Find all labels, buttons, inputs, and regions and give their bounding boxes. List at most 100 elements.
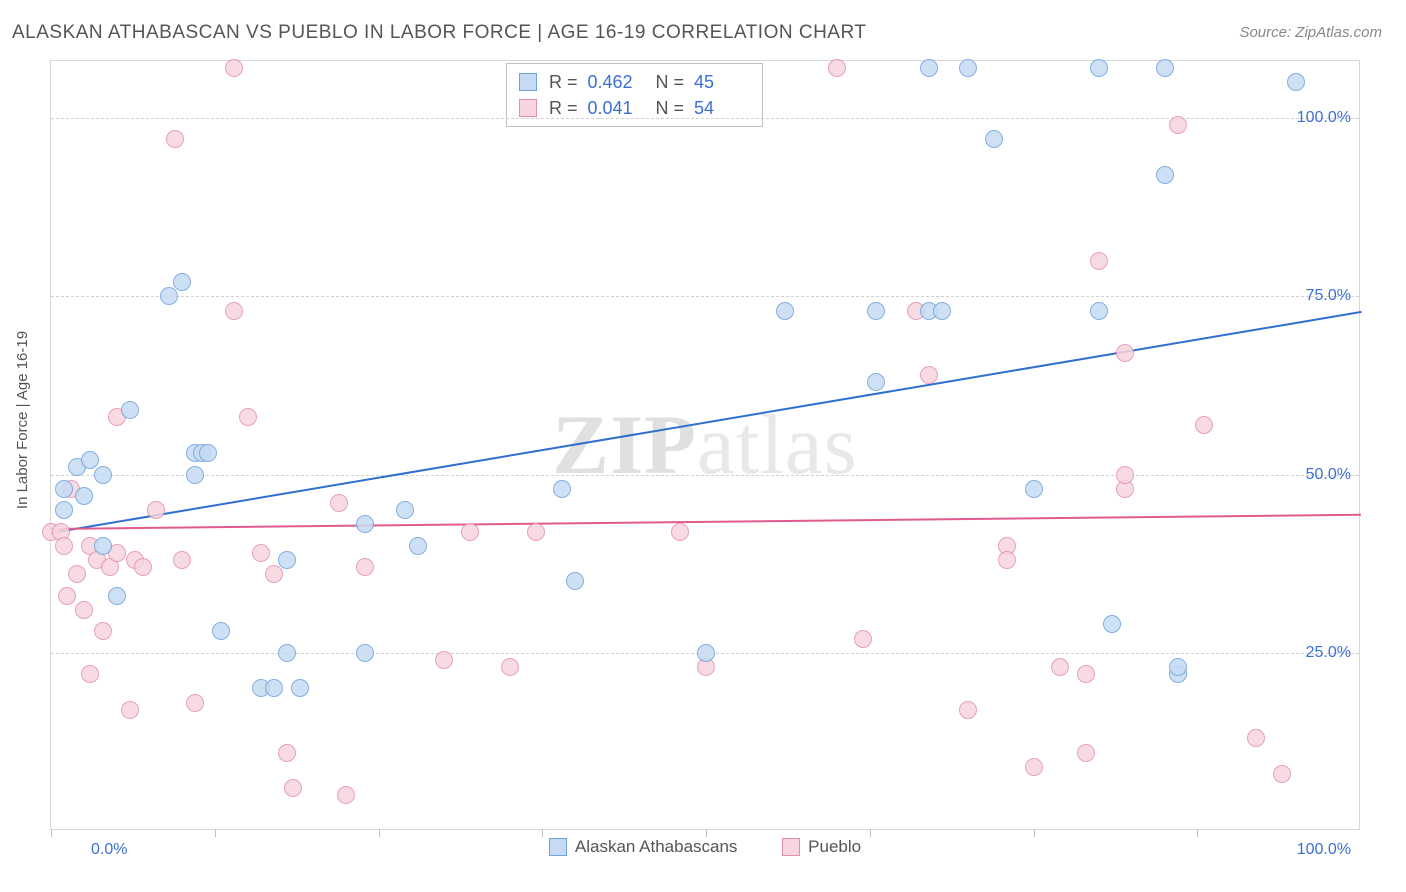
gridline xyxy=(51,118,1359,119)
scatter-point xyxy=(134,558,152,576)
scatter-point xyxy=(121,401,139,419)
scatter-point xyxy=(985,130,1003,148)
swatch-icon xyxy=(782,838,800,856)
y-tick-label: 25.0% xyxy=(1306,644,1351,662)
scatter-point xyxy=(212,622,230,640)
scatter-point xyxy=(75,487,93,505)
x-tick xyxy=(870,829,871,837)
scatter-point xyxy=(186,466,204,484)
legend-item: Pueblo xyxy=(782,837,861,857)
y-tick-label: 75.0% xyxy=(1306,287,1351,305)
scatter-point xyxy=(1169,658,1187,676)
scatter-point xyxy=(278,744,296,762)
scatter-point xyxy=(68,565,86,583)
scatter-point xyxy=(147,501,165,519)
scatter-point xyxy=(1116,466,1134,484)
scatter-point xyxy=(252,544,270,562)
gridline xyxy=(51,475,1359,476)
scatter-point xyxy=(1051,658,1069,676)
x-tick xyxy=(706,829,707,837)
n-value: 45 xyxy=(694,69,750,95)
scatter-point xyxy=(998,551,1016,569)
y-tick-label: 50.0% xyxy=(1306,466,1351,484)
scatter-point xyxy=(278,644,296,662)
scatter-point xyxy=(225,59,243,77)
scatter-point xyxy=(959,701,977,719)
legend-item: Alaskan Athabascans xyxy=(549,837,738,857)
scatter-point xyxy=(1077,665,1095,683)
scatter-point xyxy=(920,366,938,384)
scatter-point xyxy=(1090,302,1108,320)
scatter-point xyxy=(356,515,374,533)
r-label: R = xyxy=(549,69,578,95)
scatter-point xyxy=(1247,729,1265,747)
scatter-point xyxy=(1116,344,1134,362)
x-tick xyxy=(1034,829,1035,837)
scatter-point xyxy=(1090,59,1108,77)
scatter-point xyxy=(501,658,519,676)
source-attribution: Source: ZipAtlas.com xyxy=(1239,24,1382,41)
swatch-icon xyxy=(549,838,567,856)
watermark-rest: atlas xyxy=(697,398,858,492)
scatter-point xyxy=(330,494,348,512)
x-tick xyxy=(51,829,52,837)
x-tick xyxy=(1197,829,1198,837)
scatter-point xyxy=(173,273,191,291)
scatter-point xyxy=(55,537,73,555)
scatter-point xyxy=(396,501,414,519)
scatter-point xyxy=(1156,59,1174,77)
scatter-point xyxy=(94,622,112,640)
x-tick xyxy=(215,829,216,837)
scatter-point xyxy=(566,572,584,590)
scatter-point xyxy=(55,501,73,519)
scatter-point xyxy=(160,287,178,305)
scatter-point xyxy=(776,302,794,320)
scatter-point xyxy=(867,373,885,391)
scatter-point xyxy=(828,59,846,77)
scatter-point xyxy=(239,408,257,426)
r-value: 0.462 xyxy=(588,69,644,95)
scatter-point xyxy=(291,679,309,697)
x-tick xyxy=(542,829,543,837)
scatter-point xyxy=(284,779,302,797)
scatter-point xyxy=(1195,416,1213,434)
scatter-point xyxy=(854,630,872,648)
scatter-point xyxy=(435,651,453,669)
scatter-point xyxy=(356,558,374,576)
watermark: ZIPatlas xyxy=(552,396,857,494)
scatter-point xyxy=(94,537,112,555)
chart-title: ALASKAN ATHABASCAN VS PUEBLO IN LABOR FO… xyxy=(12,22,866,44)
swatch-icon xyxy=(519,73,537,91)
scatter-point xyxy=(1025,758,1043,776)
legend: Alaskan Athabascans Pueblo xyxy=(51,837,1359,861)
scatter-point xyxy=(867,302,885,320)
scatter-point xyxy=(58,587,76,605)
scatter-point xyxy=(1287,73,1305,91)
scatter-point xyxy=(173,551,191,569)
scatter-point xyxy=(75,601,93,619)
scatter-point xyxy=(108,587,126,605)
scatter-point xyxy=(278,551,296,569)
correlation-chart: ALASKAN ATHABASCAN VS PUEBLO IN LABOR FO… xyxy=(0,0,1406,892)
scatter-point xyxy=(920,59,938,77)
scatter-point xyxy=(1156,166,1174,184)
scatter-point xyxy=(337,786,355,804)
gridline xyxy=(51,296,1359,297)
scatter-point xyxy=(697,644,715,662)
scatter-point xyxy=(121,701,139,719)
scatter-point xyxy=(1103,615,1121,633)
scatter-point xyxy=(166,130,184,148)
scatter-point xyxy=(1273,765,1291,783)
scatter-point xyxy=(265,565,283,583)
scatter-point xyxy=(527,523,545,541)
y-axis-label: In Labor Force | Age 16-19 xyxy=(14,331,31,509)
scatter-point xyxy=(553,480,571,498)
legend-label: Alaskan Athabascans xyxy=(575,837,738,857)
scatter-point xyxy=(1077,744,1095,762)
scatter-point xyxy=(933,302,951,320)
scatter-point xyxy=(81,451,99,469)
scatter-point xyxy=(1169,116,1187,134)
x-tick xyxy=(379,829,380,837)
scatter-point xyxy=(186,694,204,712)
scatter-point xyxy=(265,679,283,697)
